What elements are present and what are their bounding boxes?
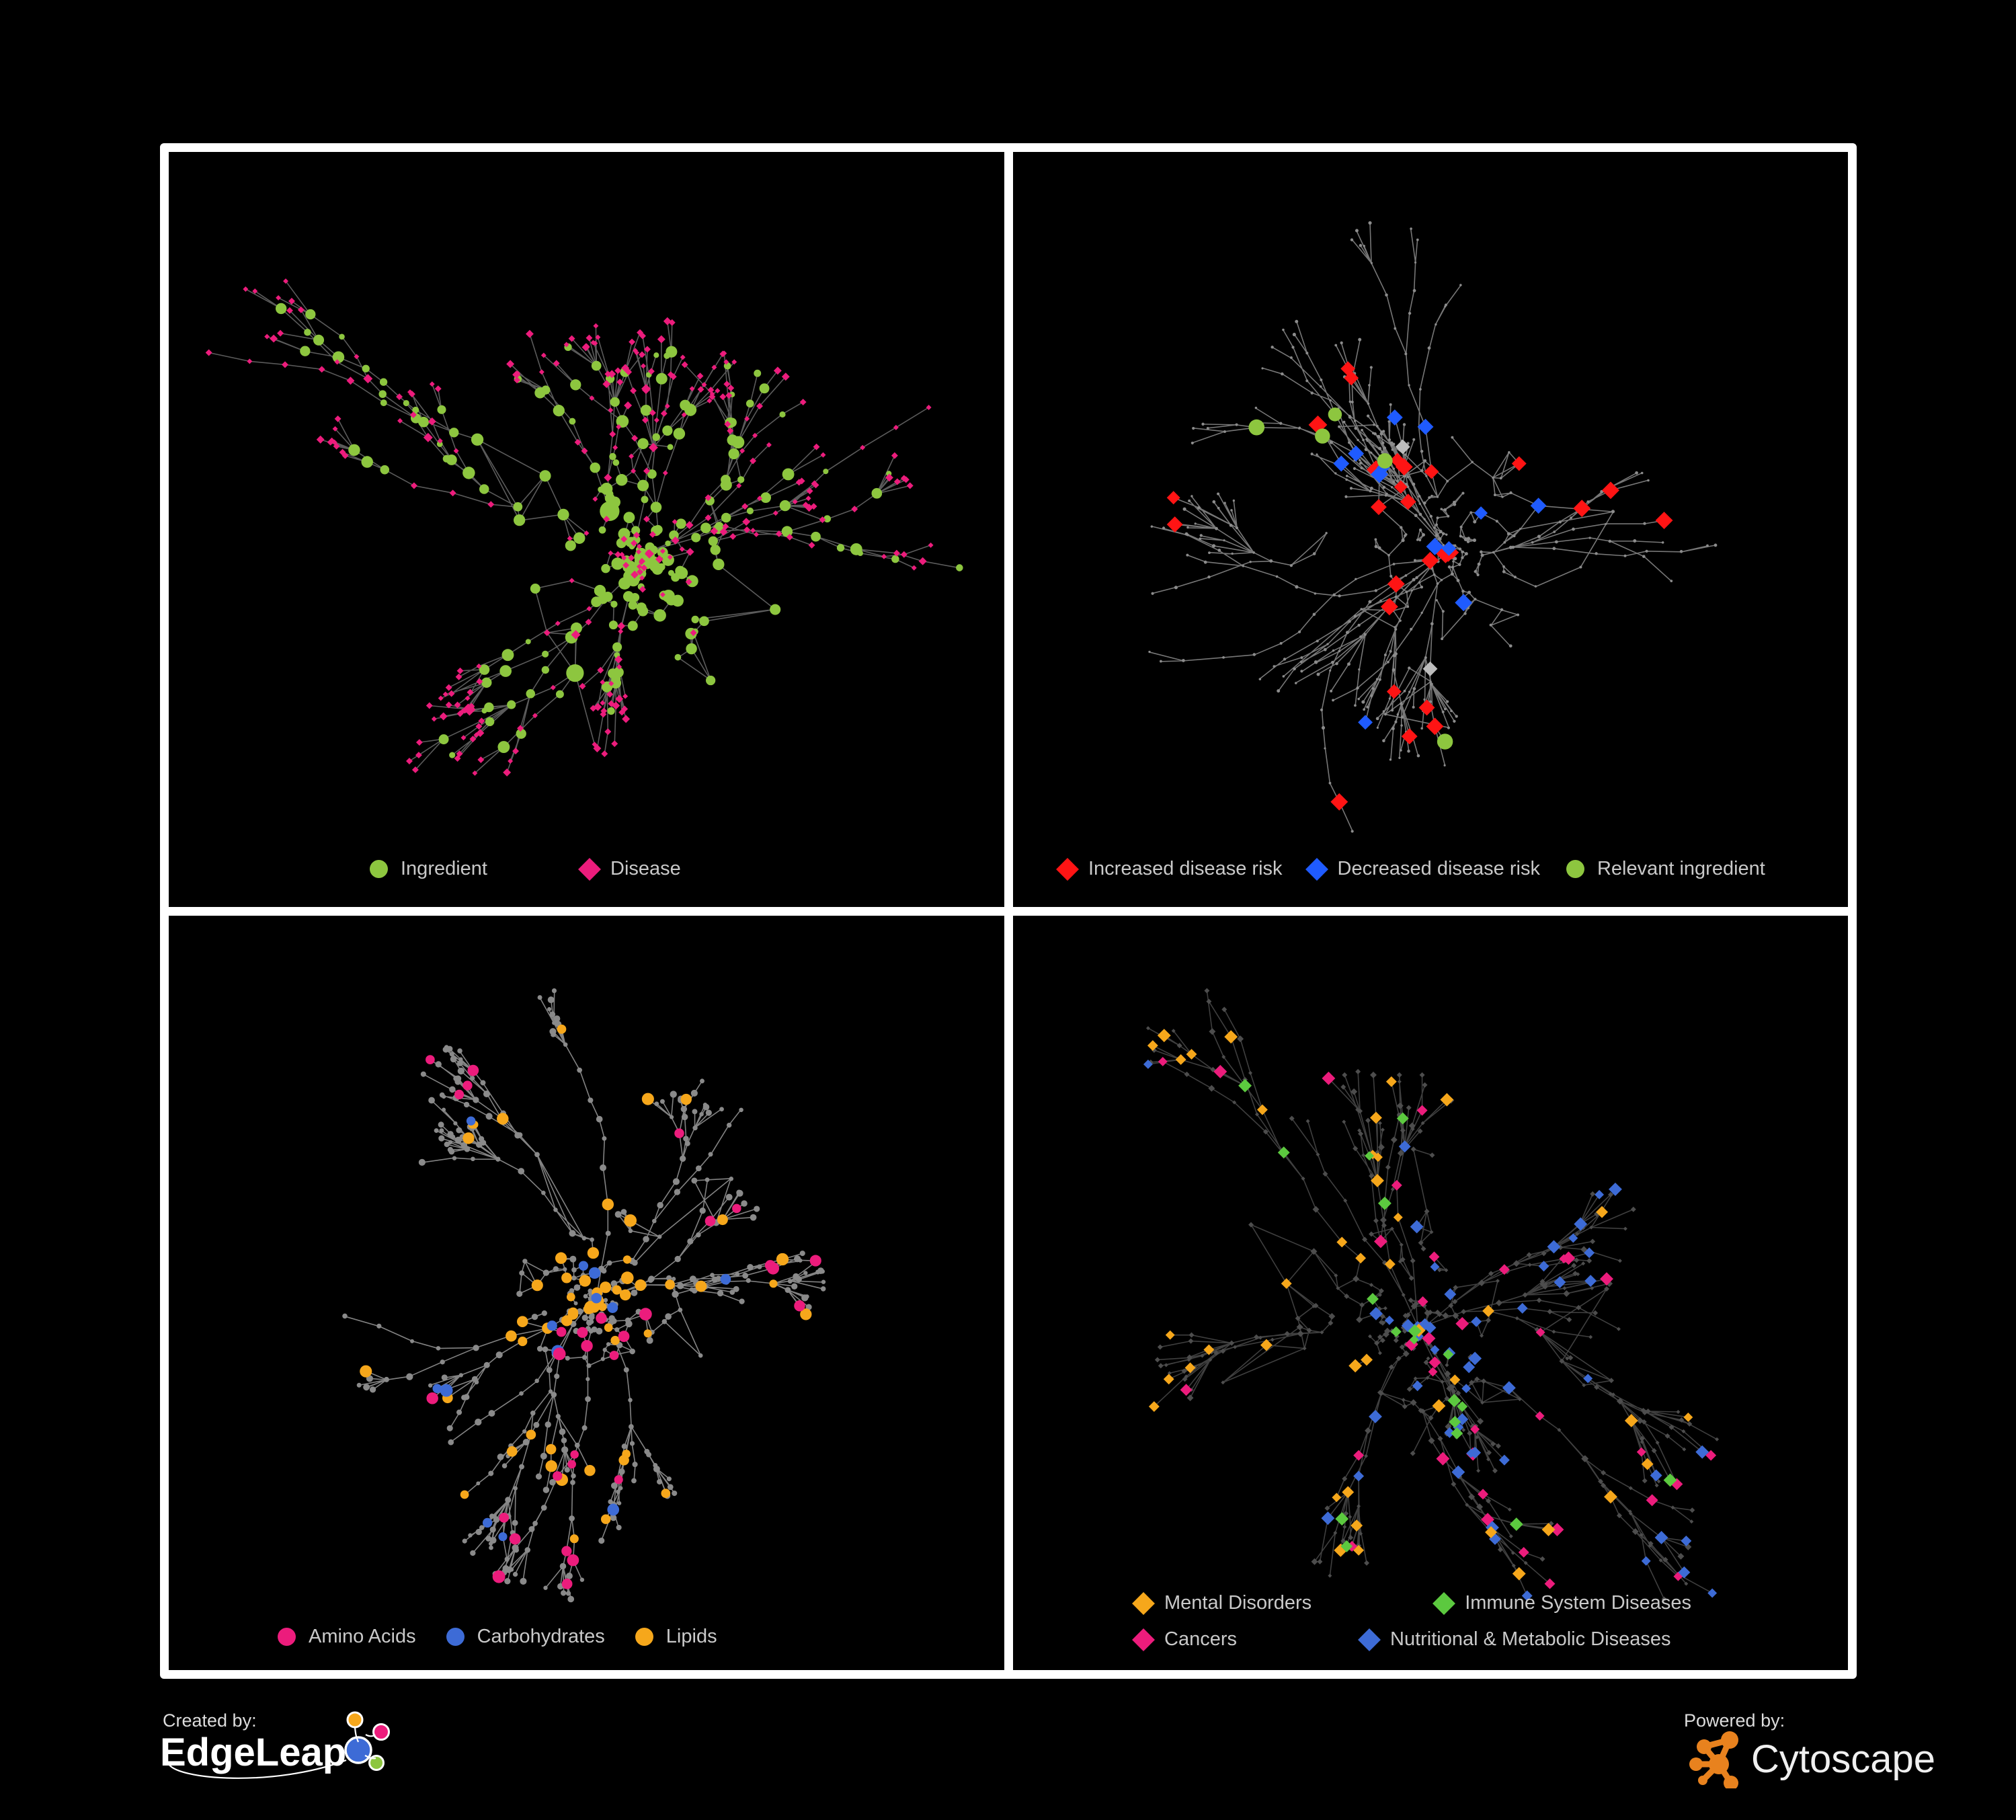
svg-text:Created by:: Created by: — [163, 1710, 257, 1731]
svg-text:Powered by:: Powered by: — [1684, 1710, 1785, 1731]
svg-text:Cytoscape: Cytoscape — [1751, 1737, 1935, 1781]
svg-text:EdgeLeap: EdgeLeap — [160, 1731, 346, 1774]
